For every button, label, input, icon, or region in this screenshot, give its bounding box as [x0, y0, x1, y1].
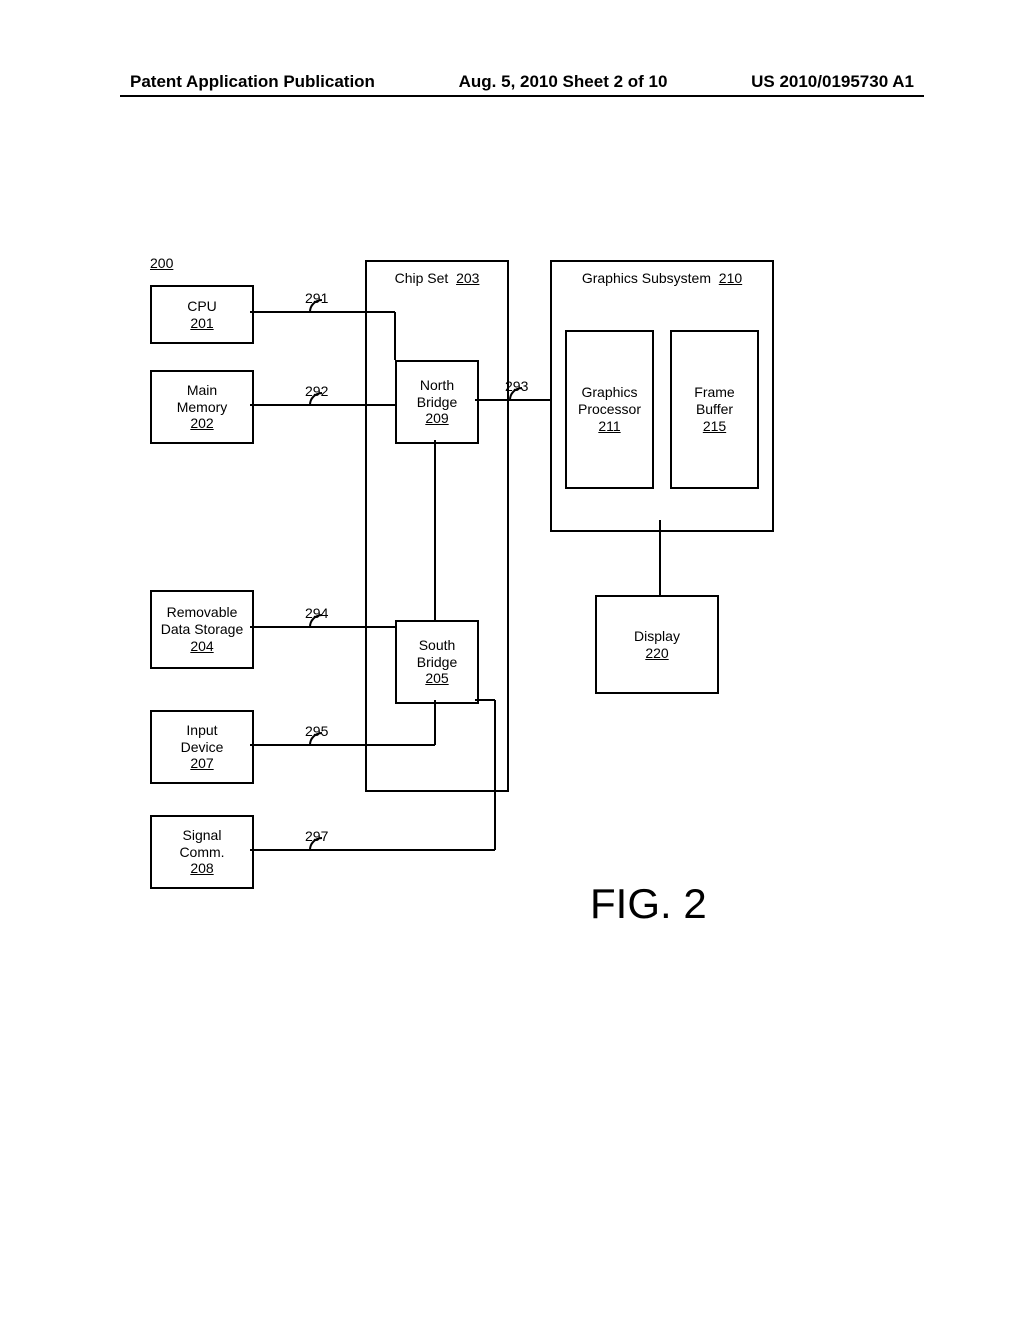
- bus-295-label: 295: [305, 723, 328, 739]
- bus-291-label: 291: [305, 290, 328, 306]
- diagram: 200 CPU 201 Main Memory 202 Removable Da…: [150, 260, 770, 1000]
- header-left: Patent Application Publication: [130, 72, 375, 92]
- header-right: US 2010/0195730 A1: [751, 72, 914, 92]
- bus-294-label: 294: [305, 605, 328, 621]
- header-rule: [120, 95, 924, 97]
- bus-292-label: 292: [305, 383, 328, 399]
- bus-293-label: 293: [505, 378, 528, 394]
- header-mid: Aug. 5, 2010 Sheet 2 of 10: [459, 72, 668, 92]
- figure-caption: FIG. 2: [590, 880, 707, 928]
- bus-297-label: 297: [305, 828, 328, 844]
